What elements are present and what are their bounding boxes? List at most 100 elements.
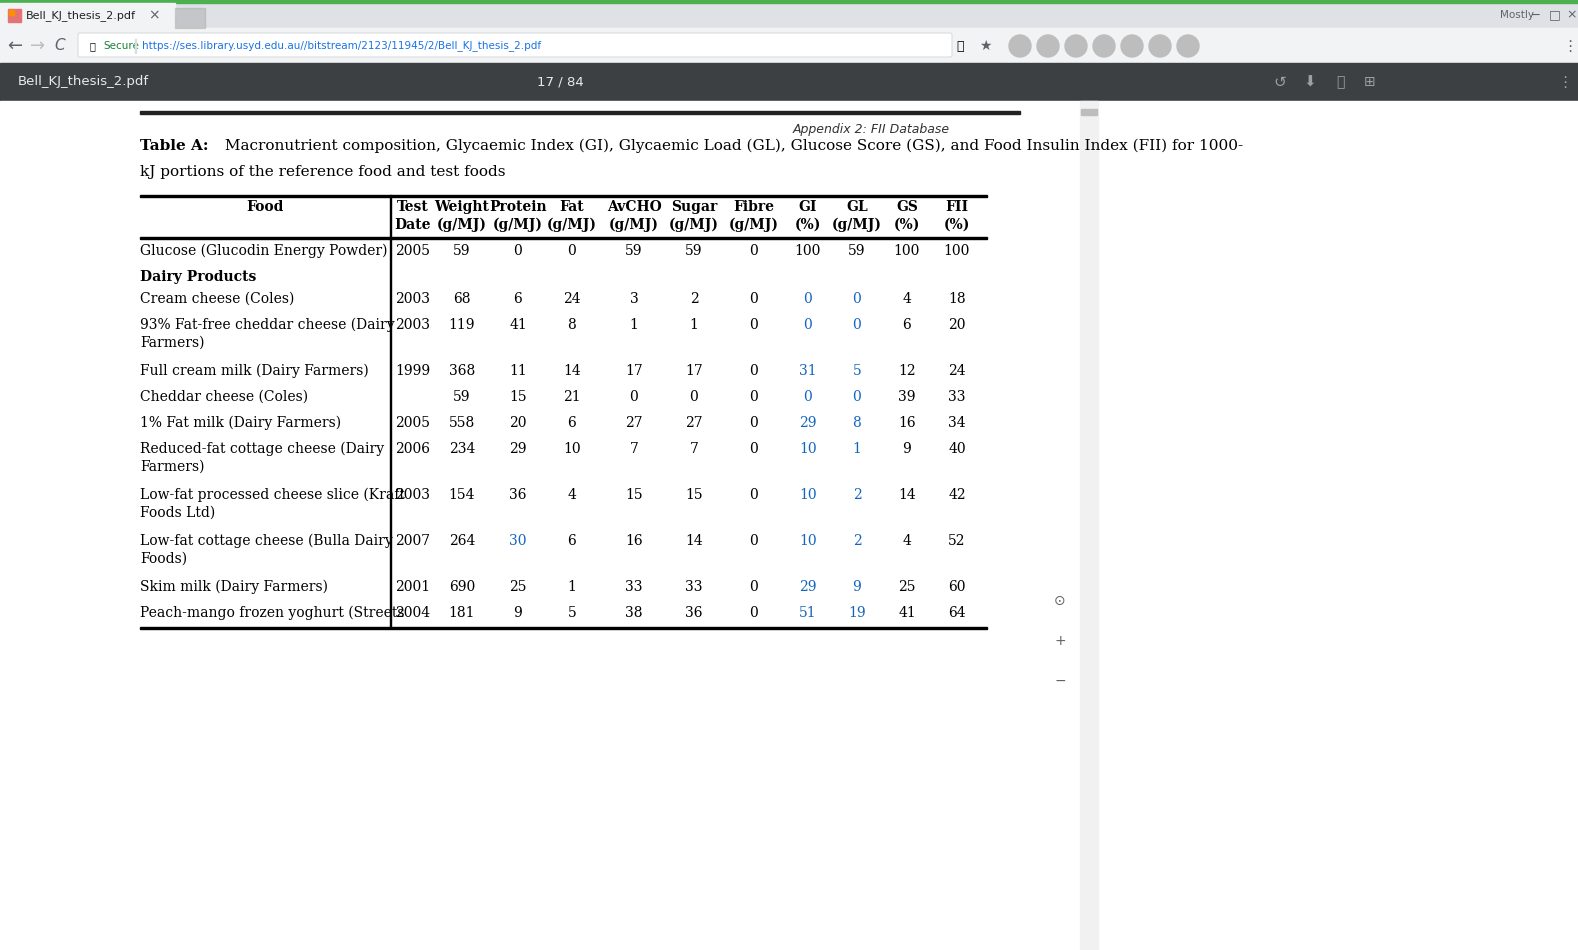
Text: 2: 2 [690,292,699,306]
Text: 368: 368 [448,364,475,378]
Text: 11: 11 [510,364,527,378]
Text: Foods Ltd): Foods Ltd) [140,506,215,520]
Text: 15: 15 [625,488,642,502]
Text: Appendix 2: FII Database: Appendix 2: FII Database [792,123,950,136]
Text: Date: Date [394,218,431,232]
Text: 1% Fat milk (Dairy Farmers): 1% Fat milk (Dairy Farmers) [140,416,341,430]
Text: 27: 27 [625,416,642,430]
Text: Foods): Foods) [140,552,188,566]
Text: (g/MJ): (g/MJ) [832,218,882,233]
Text: 9: 9 [513,606,522,620]
Text: 0: 0 [750,416,759,430]
Text: 29: 29 [798,416,817,430]
Text: 0: 0 [750,364,759,378]
Text: 100: 100 [795,244,821,258]
Text: Sugar: Sugar [671,200,716,214]
Text: 29: 29 [798,580,817,594]
Text: 0: 0 [750,390,759,404]
Text: 2: 2 [852,534,862,548]
Text: 18: 18 [948,292,966,306]
Bar [0,63,1578,101]
Text: 19: 19 [849,606,866,620]
Circle shape [1046,588,1073,614]
Text: Table A:: Table A: [140,139,208,153]
Text: 8: 8 [852,416,862,430]
Text: C: C [55,39,65,53]
Text: 6: 6 [568,416,576,430]
Text: 2007: 2007 [396,534,431,548]
Text: 20: 20 [948,318,966,332]
Text: 4: 4 [568,488,576,502]
Bar [140,237,986,238]
Text: 15: 15 [685,488,702,502]
Bar [0,3,175,28]
Text: 40: 40 [948,442,966,456]
Text: Food: Food [246,200,284,214]
Text: 119: 119 [448,318,475,332]
Text: 0: 0 [750,534,759,548]
Text: Test: Test [398,200,429,214]
Text: GI: GI [798,200,817,214]
Text: 0: 0 [750,442,759,456]
Bar [0,28,1578,63]
Text: 41: 41 [510,318,527,332]
Text: 16: 16 [625,534,642,548]
Text: 0: 0 [750,244,759,258]
Text: 38: 38 [625,606,642,620]
Circle shape [1065,35,1087,57]
Text: 1: 1 [568,580,576,594]
Text: 17: 17 [625,364,642,378]
Text: 5: 5 [568,606,576,620]
Text: 29: 29 [510,442,527,456]
Text: ⊙: ⊙ [1054,594,1065,608]
Text: 39: 39 [898,390,915,404]
Text: 93% Fat-free cheddar cheese (Dairy: 93% Fat-free cheddar cheese (Dairy [140,318,394,332]
Bar [0,0,1578,28]
Text: 2001: 2001 [396,580,431,594]
Text: 25: 25 [898,580,915,594]
Text: 12: 12 [898,364,915,378]
Text: 1999: 1999 [396,364,431,378]
Circle shape [1046,628,1073,654]
Text: 5: 5 [852,364,862,378]
Circle shape [1037,35,1059,57]
Text: 10: 10 [798,488,817,502]
Text: 100: 100 [944,244,970,258]
Text: FII: FII [945,200,969,214]
Text: 0: 0 [568,244,576,258]
Text: 27: 27 [685,416,702,430]
Text: 2006: 2006 [396,442,431,456]
Text: 16: 16 [898,416,915,430]
Bar [0,101,1578,950]
Text: 🔍: 🔍 [956,40,964,52]
Text: 6: 6 [903,318,912,332]
Text: 33: 33 [625,580,642,594]
Text: 4: 4 [903,292,912,306]
Text: 0: 0 [630,390,639,404]
Text: 68: 68 [453,292,470,306]
Text: 2005: 2005 [396,416,431,430]
Bar [140,195,986,197]
Text: Fat: Fat [560,200,584,214]
Text: 24: 24 [948,364,966,378]
Circle shape [1120,35,1142,57]
Text: 0: 0 [803,390,813,404]
Text: 9: 9 [903,442,912,456]
Bar [9,10,14,15]
Text: Protein: Protein [489,200,548,214]
Text: 0: 0 [852,292,862,306]
Text: 24: 24 [563,292,581,306]
Text: 3: 3 [630,292,639,306]
Text: 0: 0 [750,318,759,332]
Text: 59: 59 [849,244,866,258]
Text: (%): (%) [893,218,920,232]
Text: 0: 0 [750,606,759,620]
Text: 10: 10 [563,442,581,456]
Text: 2: 2 [852,488,862,502]
Text: 14: 14 [563,364,581,378]
Text: ⬇: ⬇ [1303,74,1316,89]
Text: 0: 0 [690,390,699,404]
Text: (g/MJ): (g/MJ) [669,218,720,233]
Text: 2004: 2004 [396,606,431,620]
Text: 6: 6 [568,534,576,548]
